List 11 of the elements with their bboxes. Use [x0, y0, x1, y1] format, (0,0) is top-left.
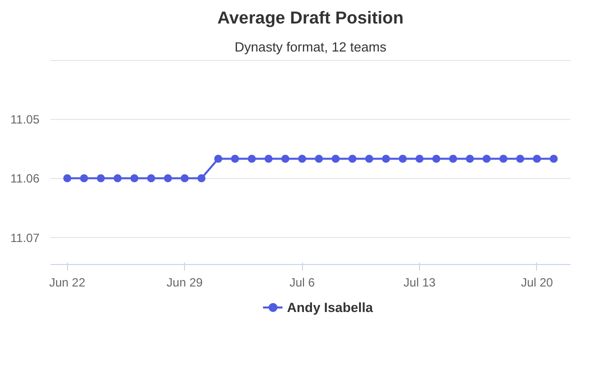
- x-tick-label: Jun 29: [166, 276, 204, 290]
- y-tick-label: 11.05: [10, 112, 40, 127]
- x-tick-label: Jul 20: [520, 276, 554, 290]
- legend-label: Andy Isabella: [287, 300, 373, 314]
- y-tick-label: 11.07: [10, 230, 40, 245]
- chart-subtitle: Dynasty format, 12 teams: [234, 40, 387, 54]
- chart-title: Average Draft Position: [217, 8, 404, 28]
- x-tick-label: Jun 22: [49, 276, 86, 290]
- x-tick-label: Jul 6: [289, 276, 316, 290]
- x-tick-label: Jul 13: [404, 276, 436, 290]
- y-tick-label: 11.06: [10, 172, 40, 186]
